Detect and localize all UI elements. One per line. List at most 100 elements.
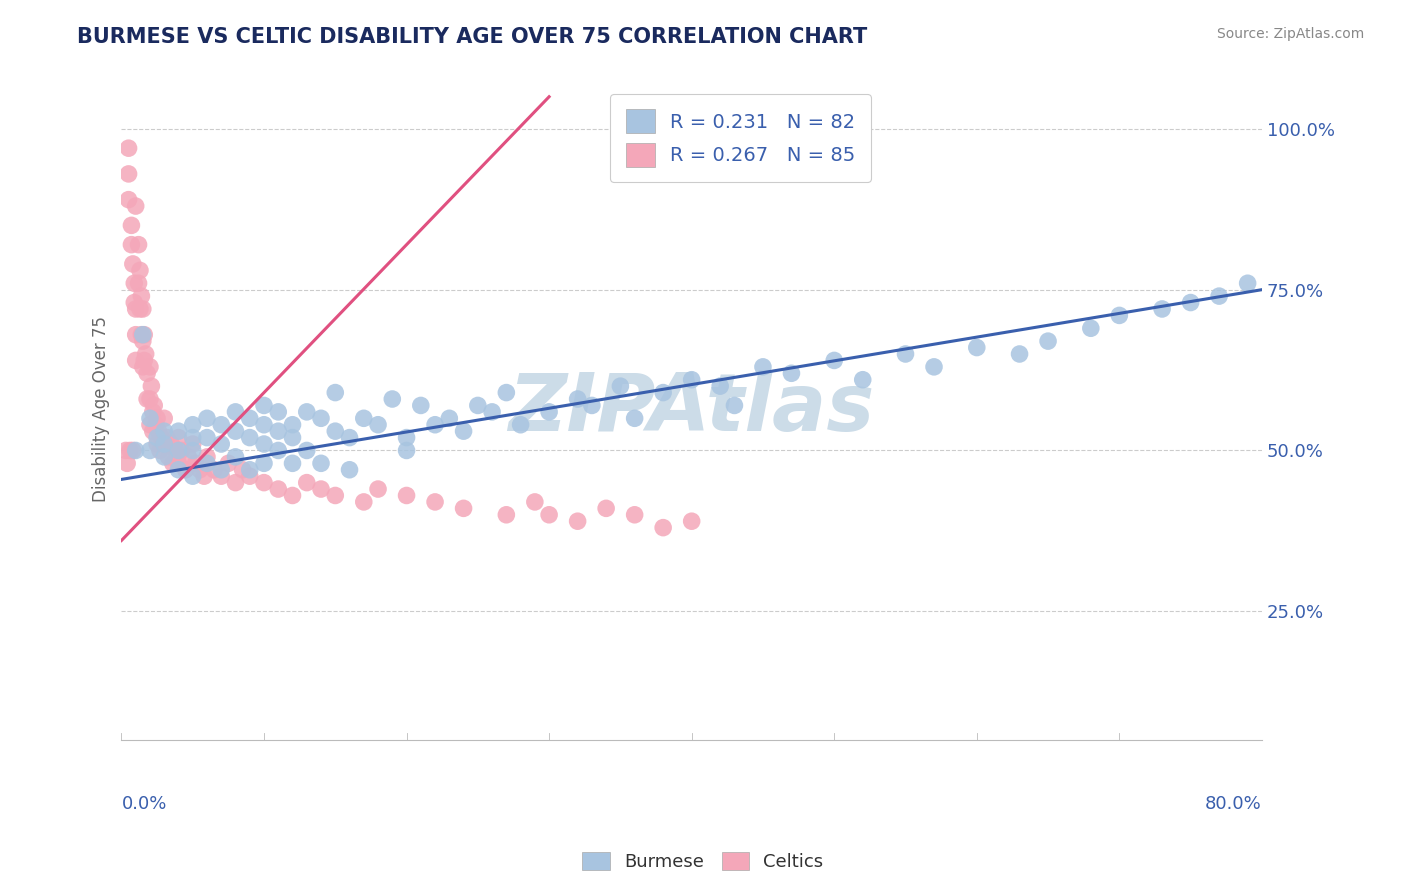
- Point: [1108, 309, 1130, 323]
- Point: [239, 431, 262, 445]
- Point: [160, 437, 183, 451]
- Point: [281, 488, 304, 502]
- Point: [139, 443, 162, 458]
- Point: [253, 399, 276, 413]
- Point: [567, 392, 589, 406]
- Point: [922, 359, 945, 374]
- Point: [181, 443, 204, 458]
- Point: [209, 417, 232, 432]
- Point: [367, 482, 389, 496]
- Point: [139, 392, 162, 406]
- Legend: R = 0.231   N = 82, R = 0.267   N = 85: R = 0.231 N = 82, R = 0.267 N = 85: [610, 94, 872, 182]
- Point: [115, 456, 138, 470]
- Point: [209, 463, 232, 477]
- Point: [181, 417, 204, 432]
- Point: [118, 443, 141, 458]
- Point: [339, 463, 361, 477]
- Point: [181, 437, 204, 451]
- Point: [523, 495, 546, 509]
- Point: [167, 456, 190, 470]
- Point: [253, 417, 276, 432]
- Point: [253, 456, 276, 470]
- Point: [353, 411, 375, 425]
- Point: [153, 411, 176, 425]
- Point: [752, 359, 775, 374]
- Point: [146, 411, 169, 425]
- Point: [323, 385, 346, 400]
- Point: [224, 424, 246, 438]
- Point: [129, 263, 152, 277]
- Point: [146, 431, 169, 445]
- Point: [309, 411, 332, 425]
- Point: [1036, 334, 1059, 348]
- Point: [193, 469, 215, 483]
- Text: 0.0%: 0.0%: [121, 795, 167, 813]
- Point: [125, 353, 148, 368]
- Point: [132, 334, 155, 348]
- Point: [125, 301, 148, 316]
- Text: 80.0%: 80.0%: [1205, 795, 1263, 813]
- Point: [135, 347, 157, 361]
- Point: [281, 456, 304, 470]
- Point: [209, 437, 232, 451]
- Point: [281, 417, 304, 432]
- Point: [453, 424, 475, 438]
- Point: [267, 424, 290, 438]
- Point: [139, 411, 162, 425]
- Point: [125, 443, 148, 458]
- Point: [132, 359, 155, 374]
- Point: [142, 405, 165, 419]
- Point: [177, 450, 200, 464]
- Point: [139, 417, 162, 432]
- Point: [481, 405, 503, 419]
- Point: [149, 443, 172, 458]
- Point: [146, 437, 169, 451]
- Point: [132, 301, 155, 316]
- Point: [409, 399, 432, 413]
- Point: [1152, 301, 1174, 316]
- Point: [395, 431, 418, 445]
- Point: [181, 431, 204, 445]
- Point: [295, 443, 318, 458]
- Point: [224, 405, 246, 419]
- Point: [117, 167, 139, 181]
- Point: [681, 514, 703, 528]
- Point: [1008, 347, 1031, 361]
- Point: [852, 373, 875, 387]
- Point: [239, 463, 262, 477]
- Point: [253, 437, 276, 451]
- Point: [128, 277, 150, 291]
- Point: [453, 501, 475, 516]
- Point: [780, 366, 803, 380]
- Point: [1080, 321, 1102, 335]
- Point: [267, 405, 290, 419]
- Point: [495, 508, 517, 522]
- Point: [117, 193, 139, 207]
- Point: [131, 327, 153, 342]
- Point: [339, 431, 361, 445]
- Point: [281, 431, 304, 445]
- Point: [202, 463, 225, 477]
- Point: [1208, 289, 1230, 303]
- Point: [120, 219, 142, 233]
- Point: [125, 199, 148, 213]
- Point: [167, 443, 190, 458]
- Point: [395, 443, 418, 458]
- Point: [538, 405, 561, 419]
- Point: [652, 521, 675, 535]
- Point: [538, 508, 561, 522]
- Point: [128, 237, 150, 252]
- Point: [122, 295, 145, 310]
- Point: [129, 301, 152, 316]
- Point: [134, 327, 156, 342]
- Point: [153, 424, 176, 438]
- Point: [153, 437, 176, 451]
- Point: [145, 417, 167, 432]
- Point: [153, 437, 176, 451]
- Point: [167, 463, 190, 477]
- Point: [121, 257, 143, 271]
- Point: [195, 456, 218, 470]
- Point: [1180, 295, 1202, 310]
- Y-axis label: Disability Age Over 75: Disability Age Over 75: [93, 316, 110, 501]
- Point: [495, 385, 517, 400]
